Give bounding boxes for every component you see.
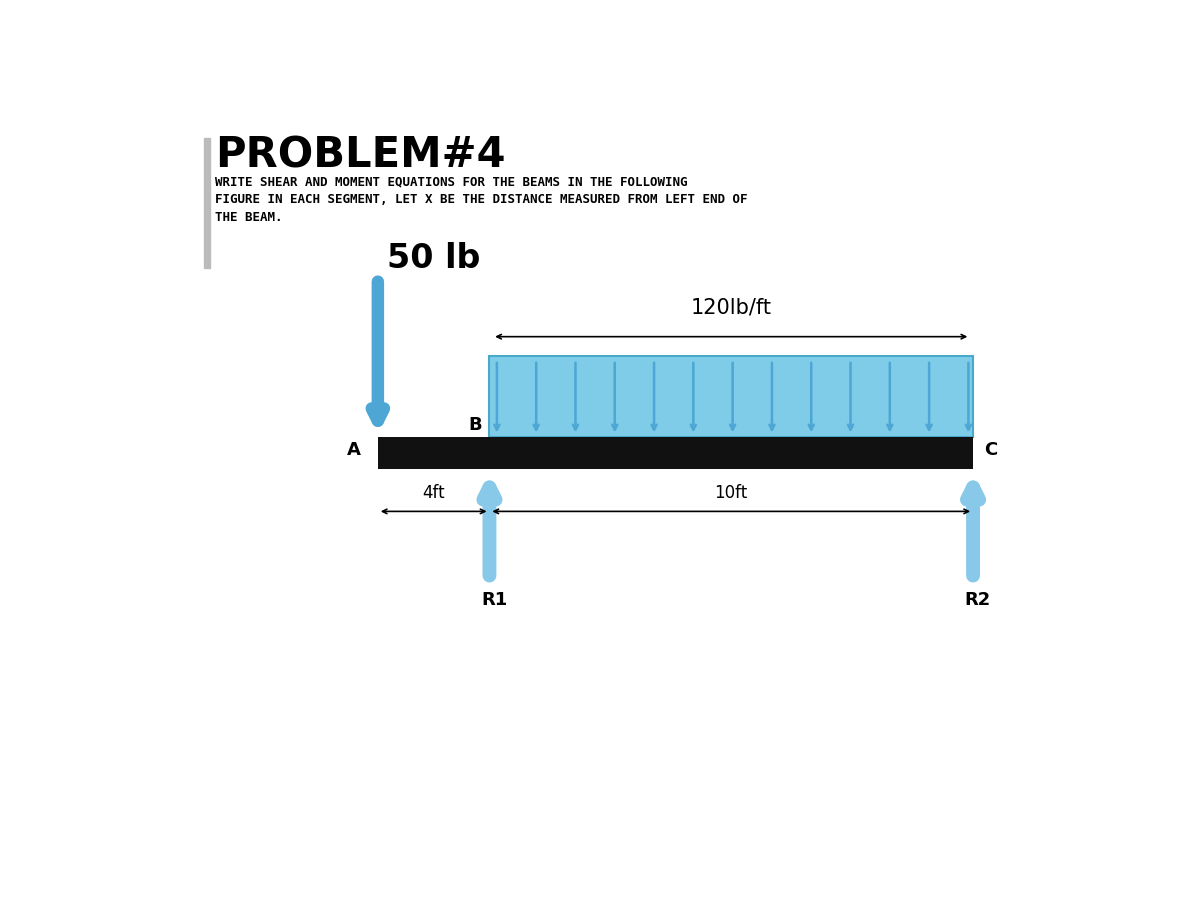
Text: PROBLEM#4: PROBLEM#4 <box>215 135 505 177</box>
Text: 120lb/ft: 120lb/ft <box>691 297 772 318</box>
Text: C: C <box>984 441 997 459</box>
Bar <box>204 138 210 268</box>
Text: 4ft: 4ft <box>422 483 445 501</box>
Text: FIGURE IN EACH SEGMENT, LET X BE THE DISTANCE MEASURED FROM LEFT END OF: FIGURE IN EACH SEGMENT, LET X BE THE DIS… <box>215 193 748 206</box>
Bar <box>378 437 973 469</box>
Bar <box>490 356 973 437</box>
Text: B: B <box>468 416 482 434</box>
Text: R1: R1 <box>481 591 508 609</box>
Text: WRITE SHEAR AND MOMENT EQUATIONS FOR THE BEAMS IN THE FOLLOWING: WRITE SHEAR AND MOMENT EQUATIONS FOR THE… <box>215 176 688 188</box>
Text: THE BEAM.: THE BEAM. <box>215 210 283 223</box>
Text: A: A <box>347 441 361 459</box>
Text: 50 lb: 50 lb <box>388 242 480 275</box>
Text: R2: R2 <box>965 591 991 609</box>
Text: 10ft: 10ft <box>715 483 748 501</box>
